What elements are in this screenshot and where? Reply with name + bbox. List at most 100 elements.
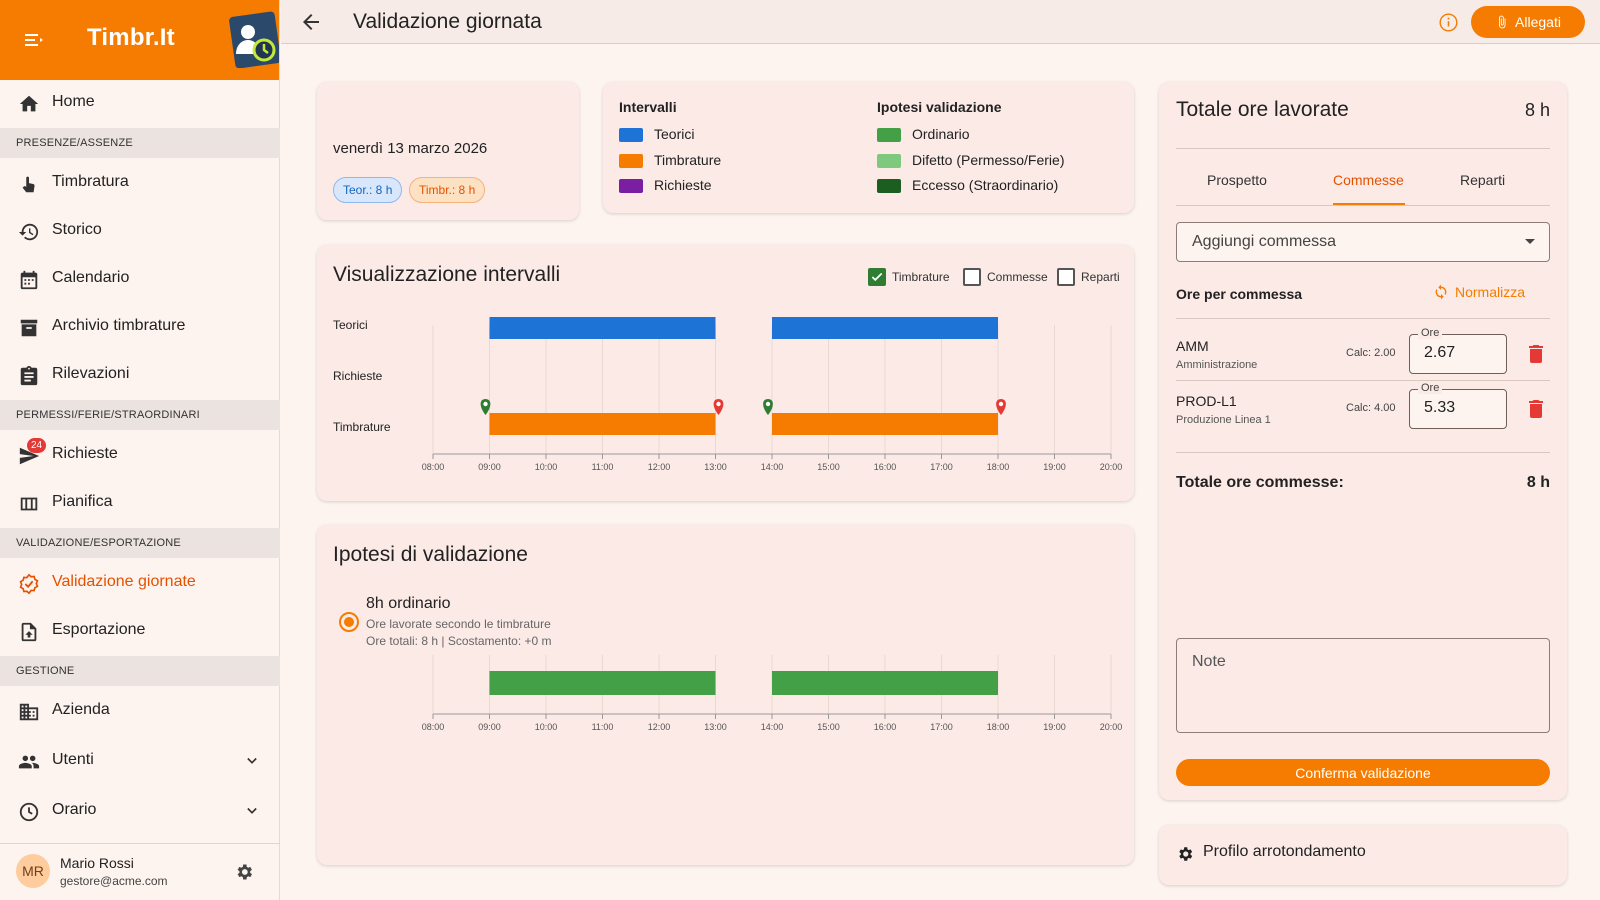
axis-tick-label: 11:00 <box>592 462 614 472</box>
chevron-down-icon <box>247 757 257 764</box>
sidebar-item-validazione[interactable]: Validazione giornate <box>0 560 280 606</box>
gear-icon[interactable] <box>234 862 254 882</box>
ipotesi-title: Ipotesi di validazione <box>333 543 528 566</box>
visualizzazione-title: Visualizzazione intervalli <box>333 263 561 286</box>
refresh-icon <box>1435 284 1447 300</box>
sidebar-item-azienda[interactable]: Azienda <box>0 688 280 734</box>
sidebar-item-rilevazioni[interactable]: Rilevazioni <box>0 352 280 398</box>
dropdown-arrow-icon <box>1525 239 1535 244</box>
exit-pin-icon-dot <box>998 401 1004 407</box>
sidebar-item-esportazione[interactable]: Esportazione <box>0 608 280 654</box>
section-presenze: PRESENZE/ASSENZE <box>0 128 280 158</box>
sidebar-item-label: Esportazione <box>52 621 146 638</box>
legend-swatch-timbrature <box>619 154 643 168</box>
business-icon <box>19 703 39 721</box>
ore-field[interactable]: Ore <box>1409 327 1507 374</box>
clipboard-icon <box>20 365 38 386</box>
ordinario-bar <box>489 671 716 695</box>
sidebar-item-label: Rilevazioni <box>52 365 130 382</box>
commessa-calc: Calc: 2.00 <box>1346 347 1396 359</box>
sidebar-item-label: Timbratura <box>52 173 129 190</box>
checkbox-unchecked-icon <box>963 268 981 286</box>
axis-tick-label: 18:00 <box>987 722 1010 732</box>
gear-icon <box>1179 847 1193 861</box>
entry-pin-icon-dot <box>765 401 771 407</box>
sidebar-item-home[interactable]: Home <box>0 80 280 126</box>
legend-swatch-eccesso <box>877 179 901 193</box>
sidebar-item-timbratura[interactable]: Timbratura <box>0 160 280 206</box>
timbrature-bar <box>772 413 998 435</box>
sidebar-item-orario[interactable]: Orario <box>0 788 280 834</box>
allegati-button[interactable]: Allegati <box>1471 6 1585 38</box>
axis-tick-label: 17:00 <box>930 722 953 732</box>
menu-collapse-icon[interactable] <box>22 28 46 52</box>
axis-tick-label: 10:00 <box>535 462 558 472</box>
axis-tick-label: 20:00 <box>1100 722 1123 732</box>
ore-field[interactable]: Ore <box>1409 382 1507 429</box>
tab-commesse[interactable]: Commesse <box>1333 172 1404 188</box>
axis-tick-label: 17:00 <box>930 462 953 472</box>
legend-item-richieste: Richieste <box>654 177 712 193</box>
legend-ipotesi-title: Ipotesi validazione <box>877 99 1002 115</box>
sidebar-item-richieste[interactable]: 24 Richieste <box>0 432 280 478</box>
ipotesi-timeline: 08:00 09:00 10:00 11:00 12:00 13:00 14:00 15:00… <box>422 655 1123 732</box>
axis-tick-label: 15:00 <box>817 722 840 732</box>
legend-swatch-teorici <box>619 128 643 142</box>
allegati-label: Allegati <box>1515 14 1561 30</box>
sidebar-item-label: Home <box>52 93 95 110</box>
legend-item-ordinario: Ordinario <box>912 126 970 142</box>
ore-input[interactable] <box>1424 344 1494 362</box>
aggiungi-commessa-select[interactable]: Aggiungi commessa <box>1176 222 1550 262</box>
select-placeholder: Aggiungi commessa <box>1192 233 1337 250</box>
axis-tick-label: 19:00 <box>1043 462 1066 472</box>
file-upload-icon <box>21 622 37 642</box>
teorici-bar <box>772 317 998 339</box>
legend-intervalli-title: Intervalli <box>619 99 677 115</box>
ipotesi-radio-selected[interactable] <box>339 612 359 632</box>
info-icon[interactable] <box>1438 12 1459 33</box>
ore-field-label: Ore <box>1418 382 1443 394</box>
sidebar-item-storico[interactable]: Storico <box>0 208 280 254</box>
avatar[interactable]: MR <box>16 854 50 888</box>
ore-input[interactable] <box>1424 399 1494 417</box>
clock-user-icon <box>229 11 279 68</box>
legend-item-eccesso: Eccesso (Straordinario) <box>912 177 1059 193</box>
divider <box>1176 205 1550 206</box>
sidebar-item-utenti[interactable]: Utenti <box>0 738 280 784</box>
brand-header: Timbr.It <box>0 0 279 80</box>
commessa-desc: Amministrazione <box>1176 359 1258 371</box>
tab-reparti[interactable]: Reparti <box>1460 172 1506 188</box>
divider <box>1176 452 1550 453</box>
axis-tick-label: 12:00 <box>648 462 671 472</box>
delete-icon[interactable] <box>1529 400 1543 418</box>
conferma-validazione-button[interactable]: Conferma validazione <box>1176 759 1550 786</box>
note-textarea[interactable] <box>1176 638 1550 733</box>
axis-tick-label: 16:00 <box>874 462 897 472</box>
ordinario-bar <box>772 671 998 695</box>
checkbox-commesse[interactable]: Commesse <box>963 267 1048 287</box>
teorici-bar <box>489 317 716 339</box>
sidebar-item-pianifica[interactable]: Pianifica <box>0 480 280 526</box>
sidebar-item-label: Validazione giornate <box>52 573 196 590</box>
sidebar-item-label: Richieste <box>52 445 118 462</box>
sidebar-item-label: Azienda <box>52 701 110 718</box>
entry-pin-icon <box>763 399 773 415</box>
delete-icon[interactable] <box>1529 345 1543 363</box>
profilo-card[interactable]: Profilo arrotondamento <box>1159 825 1567 885</box>
axis-tick-label: 20:00 <box>1100 462 1123 472</box>
sidebar-item-label: Calendario <box>52 269 130 286</box>
sidebar-item-archivio[interactable]: Archivio timbrature <box>0 304 280 350</box>
checkbox-label: Commesse <box>987 270 1048 284</box>
checkbox-timbrature[interactable]: Timbrature <box>868 267 950 287</box>
entry-pin-icon-dot <box>483 401 488 407</box>
divider <box>1176 148 1550 149</box>
tab-prospetto[interactable]: Prospetto <box>1207 172 1267 188</box>
sidebar-item-calendario[interactable]: Calendario <box>0 256 280 302</box>
ipotesi-option-title[interactable]: 8h ordinario <box>366 595 451 612</box>
back-arrow-icon[interactable] <box>299 10 323 34</box>
checkbox-reparti[interactable]: Reparti <box>1057 267 1120 287</box>
tab-active-indicator <box>1333 203 1405 205</box>
checkbox-label: Timbrature <box>892 270 950 284</box>
legend-item-timbrature: Timbrature <box>654 152 722 168</box>
normalizza-button[interactable]: Normalizza <box>1433 284 1525 300</box>
